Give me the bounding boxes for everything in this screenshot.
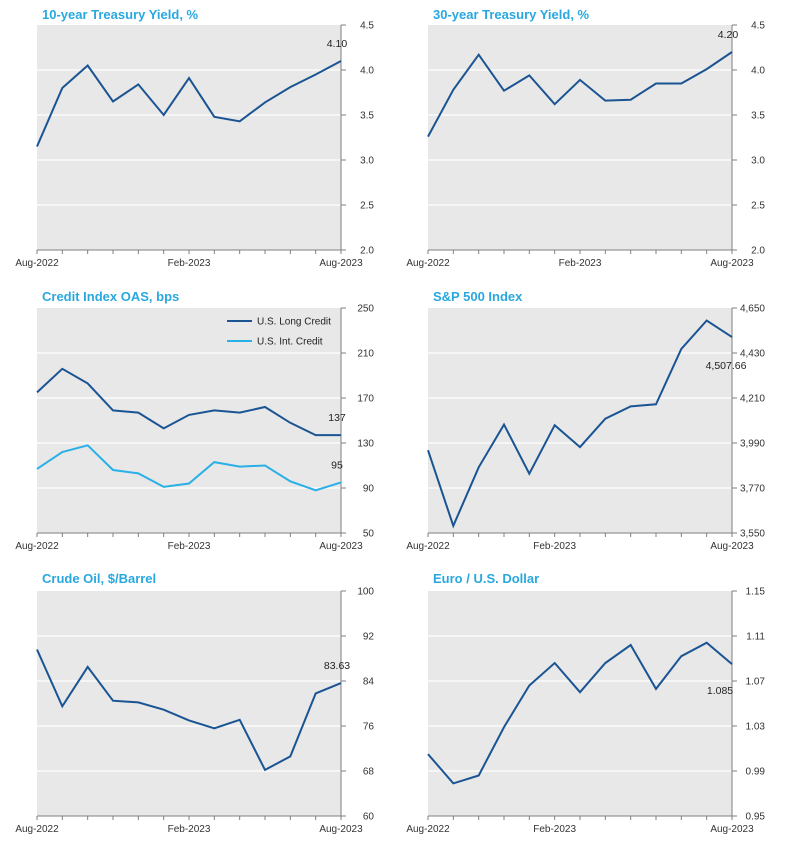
y-tick-label: 4.0 bbox=[360, 66, 374, 77]
plot-area bbox=[37, 308, 341, 533]
x-tick-label: Aug-2022 bbox=[406, 541, 450, 552]
x-tick-label: Aug-2022 bbox=[15, 824, 59, 835]
y-tick-label: 3.0 bbox=[360, 156, 374, 167]
plot-area bbox=[428, 591, 732, 816]
y-tick-label: 0.99 bbox=[746, 767, 766, 778]
y-tick-label: 1.15 bbox=[746, 587, 766, 598]
x-tick-label: Aug-2022 bbox=[15, 541, 59, 552]
end-value-label: 137 bbox=[328, 412, 346, 424]
chart-6: Euro / U.S. Dollar 0.95 0.99 1.03 1.07 1.11 1.… bbox=[406, 571, 765, 835]
chart-4: S&P 500 Index3,5503,7703,9904,2104,4304,… bbox=[406, 289, 765, 552]
x-tick-label: Aug-2022 bbox=[406, 258, 450, 269]
series-line-1 bbox=[427, 51, 733, 138]
chart-3: Credit Index OAS, bps 50 90 130 170 210 250 Aug… bbox=[15, 289, 374, 552]
y-tick-label: 3,990 bbox=[740, 439, 765, 450]
x-tick-label: Aug-2023 bbox=[319, 824, 363, 835]
series-line-1 bbox=[427, 641, 733, 785]
y-tick-label: 4.5 bbox=[751, 21, 765, 32]
x-tick-label: Feb-2023 bbox=[533, 541, 576, 552]
chart-title: 30-year Treasury Yield, % bbox=[433, 7, 590, 22]
y-tick-label: 3,550 bbox=[740, 529, 765, 540]
chart-2: 30-year Treasury Yield, % 2.0 2.5 3.0 3.5 4.0… bbox=[406, 7, 765, 269]
y-tick-label: 90 bbox=[363, 484, 375, 495]
y-tick-label: 68 bbox=[363, 767, 375, 778]
y-tick-label: 170 bbox=[357, 394, 374, 405]
x-tick-label: Aug-2023 bbox=[710, 541, 754, 552]
y-tick-label: 130 bbox=[357, 439, 374, 450]
end-value-label: 4.20 bbox=[718, 29, 739, 41]
end-value-label-2: 95 bbox=[331, 459, 343, 471]
chart-5: Crude Oil, $/Barrel 60 68 76 84 92 100 Aug-2022… bbox=[15, 571, 374, 835]
y-tick-label: 60 bbox=[363, 812, 375, 823]
y-tick-label: 2.0 bbox=[751, 246, 765, 257]
x-tick-label: Aug-2023 bbox=[710, 258, 754, 269]
y-tick-label: 84 bbox=[363, 677, 375, 688]
x-tick-label: Feb-2023 bbox=[168, 541, 211, 552]
plot-area bbox=[428, 25, 732, 250]
series-line-1 bbox=[36, 60, 342, 147]
end-value-label: 4.10 bbox=[327, 38, 348, 50]
y-tick-label: 1.11 bbox=[746, 632, 765, 643]
legend-label: U.S. Int. Credit bbox=[257, 337, 323, 348]
y-tick-label: 100 bbox=[357, 587, 374, 598]
series-line-1 bbox=[36, 649, 342, 772]
y-tick-label: 2.5 bbox=[360, 201, 374, 212]
y-tick-label: 3.0 bbox=[751, 156, 765, 167]
x-tick-label: Feb-2023 bbox=[168, 258, 211, 269]
end-value-label: 4,507.66 bbox=[706, 360, 747, 372]
chart-title: Credit Index OAS, bps bbox=[42, 289, 179, 304]
chart-title: 10-year Treasury Yield, % bbox=[42, 7, 199, 22]
x-tick-label: Feb-2023 bbox=[533, 824, 576, 835]
y-tick-label: 4.0 bbox=[751, 66, 765, 77]
y-tick-label: 92 bbox=[363, 632, 375, 643]
end-value-label: 83.63 bbox=[324, 660, 350, 672]
y-tick-label: 4,210 bbox=[740, 394, 765, 405]
chart-title: Euro / U.S. Dollar bbox=[433, 571, 539, 586]
plot-area bbox=[37, 591, 341, 816]
y-tick-label: 250 bbox=[357, 304, 374, 315]
x-tick-label: Feb-2023 bbox=[559, 258, 602, 269]
series-line-1 bbox=[427, 319, 733, 529]
x-tick-label: Aug-2022 bbox=[15, 258, 59, 269]
x-tick-label: Aug-2023 bbox=[710, 824, 754, 835]
y-tick-label: 3.5 bbox=[751, 111, 765, 122]
series-line-2 bbox=[36, 444, 342, 492]
plot-area bbox=[428, 308, 732, 533]
y-tick-label: 210 bbox=[357, 349, 374, 360]
y-tick-label: 4.5 bbox=[360, 21, 374, 32]
y-tick-label: 3.5 bbox=[360, 111, 374, 122]
chart-title: S&P 500 Index bbox=[433, 289, 523, 304]
x-tick-label: Aug-2022 bbox=[406, 824, 450, 835]
chart-1: 10-year Treasury Yield, % 2.0 2.5 3.0 3.5 4.0… bbox=[15, 7, 374, 269]
y-tick-label: 2.5 bbox=[751, 201, 765, 212]
chart-title: Crude Oil, $/Barrel bbox=[42, 571, 156, 586]
legend-label: U.S. Long Credit bbox=[257, 317, 331, 328]
y-tick-label: 1.07 bbox=[746, 677, 766, 688]
y-tick-label: 50 bbox=[363, 529, 375, 540]
y-tick-label: 4,430 bbox=[740, 349, 765, 360]
y-tick-label: 4,650 bbox=[740, 304, 765, 315]
plot-area bbox=[37, 25, 341, 250]
legend: U.S. Long Credit U.S. Int. Credit bbox=[227, 317, 331, 348]
x-tick-label: Feb-2023 bbox=[168, 824, 211, 835]
y-tick-label: 3,770 bbox=[740, 484, 765, 495]
end-value-label: 1.085 bbox=[707, 685, 733, 697]
y-tick-label: 1.03 bbox=[746, 722, 766, 733]
x-tick-label: Aug-2023 bbox=[319, 258, 363, 269]
y-tick-label: 2.0 bbox=[360, 246, 374, 257]
y-tick-label: 76 bbox=[363, 722, 375, 733]
y-tick-label: 0.95 bbox=[746, 812, 766, 823]
x-tick-label: Aug-2023 bbox=[319, 541, 363, 552]
series-line-1 bbox=[36, 367, 341, 437]
